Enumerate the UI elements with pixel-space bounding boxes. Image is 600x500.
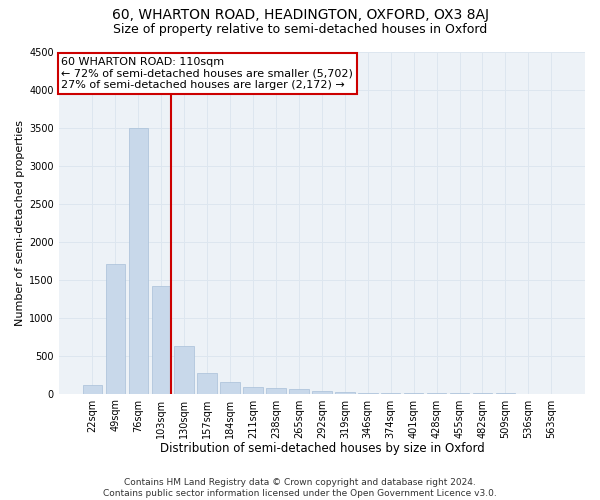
Bar xyxy=(106,264,125,394)
Bar xyxy=(335,392,355,394)
Text: 60 WHARTON ROAD: 110sqm
← 72% of semi-detached houses are smaller (5,702)
27% of: 60 WHARTON ROAD: 110sqm ← 72% of semi-de… xyxy=(61,56,353,90)
Bar xyxy=(152,286,171,394)
Y-axis label: Number of semi-detached properties: Number of semi-detached properties xyxy=(15,120,25,326)
Bar xyxy=(266,388,286,394)
Bar xyxy=(83,385,102,394)
Bar xyxy=(220,382,240,394)
Bar xyxy=(289,390,308,394)
X-axis label: Distribution of semi-detached houses by size in Oxford: Distribution of semi-detached houses by … xyxy=(160,442,484,455)
Bar xyxy=(175,346,194,394)
Bar xyxy=(244,387,263,394)
Bar xyxy=(358,393,377,394)
Text: Size of property relative to semi-detached houses in Oxford: Size of property relative to semi-detach… xyxy=(113,22,487,36)
Bar xyxy=(381,393,400,394)
Text: Contains HM Land Registry data © Crown copyright and database right 2024.
Contai: Contains HM Land Registry data © Crown c… xyxy=(103,478,497,498)
Bar xyxy=(312,392,332,394)
Text: 60, WHARTON ROAD, HEADINGTON, OXFORD, OX3 8AJ: 60, WHARTON ROAD, HEADINGTON, OXFORD, OX… xyxy=(112,8,488,22)
Bar xyxy=(128,128,148,394)
Bar xyxy=(197,374,217,394)
